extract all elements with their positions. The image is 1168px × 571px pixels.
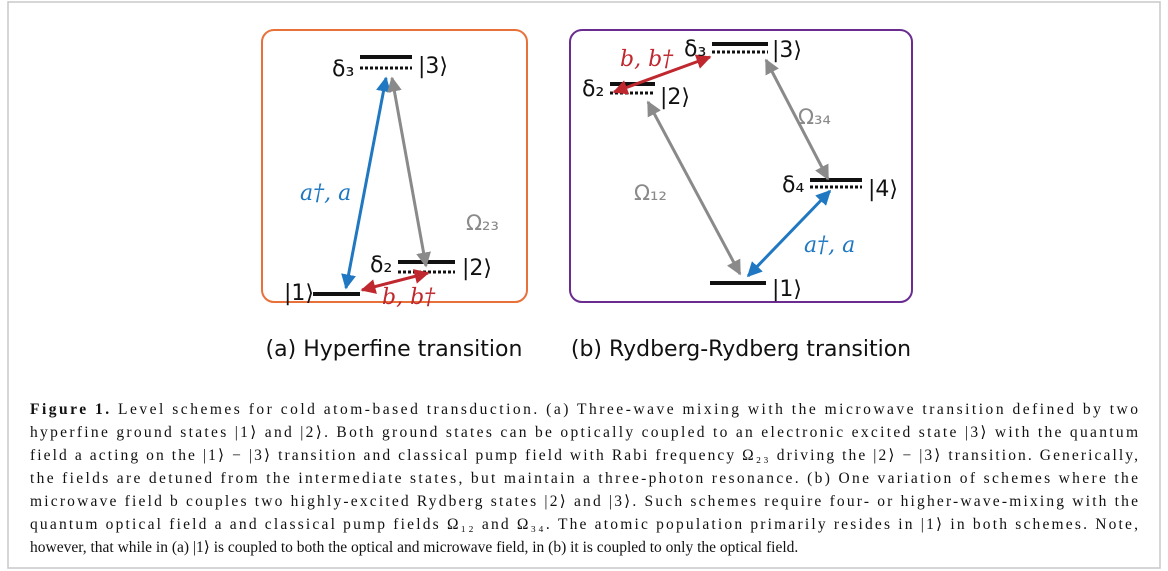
level-label: |3⟩: [772, 38, 802, 63]
subcaption: (a) Hyperfine transition: [266, 337, 523, 362]
level-label: |2⟩: [660, 85, 690, 110]
caption-label: Figure 1.: [30, 401, 109, 418]
caption: Figure 1. Level schemes for cold atom-ba…: [30, 401, 1138, 556]
virtual-levels: [360, 66, 455, 274]
panel-border: [261, 29, 528, 303]
panel-a: |3⟩ |2⟩ |1⟩ δ₃ δ₂ a†, a Ω₂₃ b, b†: [261, 29, 528, 310]
coupling-label: b, b†: [620, 47, 674, 72]
coupling-label: Ω₁₂: [634, 181, 667, 205]
caption-line: the fields are detuned from the intermed…: [30, 470, 1138, 487]
caption-line: microwave field b couples two highly-exc…: [30, 493, 1138, 510]
caption-text: microwave field b couples two highly-exc…: [30, 493, 1138, 510]
caption-line: field a acting on the |1⟩ − |3⟩ transiti…: [30, 447, 1138, 464]
detuning-label: δ₃: [332, 57, 354, 82]
caption-text: hyperfine ground states |1⟩ and |2⟩. Bot…: [30, 424, 1138, 441]
caption-text: quantum optical field a and classical pu…: [30, 516, 1138, 533]
arrow: [341, 76, 391, 290]
level-label: |1⟩: [772, 277, 802, 302]
panel-border: [569, 29, 913, 303]
detuning-label: δ₂: [370, 253, 392, 278]
arrow: [612, 54, 712, 95]
caption-line: Figure 1. Level schemes for cold atom-ba…: [30, 401, 1138, 418]
coupling-label: Ω₃₄: [798, 105, 831, 129]
detuning-label: δ₂: [582, 77, 604, 102]
coupling-label: b, b†: [382, 285, 436, 310]
level-label: |1⟩: [284, 281, 314, 306]
panel-b: |3⟩ |2⟩ |4⟩ |1⟩ δ₃ δ₂ δ₄ b, b† Ω₁₂ Ω₃₄ a…: [569, 29, 913, 303]
frame: [7, 1, 1161, 569]
detuning-label: δ₄: [782, 173, 804, 198]
level-label: |4⟩: [868, 177, 898, 202]
caption-text: Level schemes for cold atom-based transd…: [112, 401, 1139, 418]
level-label: |3⟩: [418, 54, 448, 79]
subcaption: (b) Rydberg-Rydberg transition: [571, 337, 911, 362]
arrow: [764, 58, 830, 181]
caption-line: however, that while in (a) |1⟩ is couple…: [30, 539, 798, 556]
arrow: [746, 189, 832, 278]
arrow: [646, 100, 742, 276]
caption-text: however, that while in (a) |1⟩ is couple…: [30, 539, 798, 556]
caption-text: field a acting on the |1⟩ − |3⟩ transiti…: [30, 447, 1138, 464]
caption-line: quantum optical field a and classical pu…: [30, 516, 1138, 533]
level-label: |2⟩: [462, 256, 492, 281]
coupling-label: Ω₂₃: [466, 211, 499, 235]
detuning-label: δ₃: [684, 37, 706, 62]
caption-line: hyperfine ground states |1⟩ and |2⟩. Bot…: [30, 424, 1138, 441]
caption-text: the fields are detuned from the intermed…: [30, 470, 1138, 487]
coupling-label: a†, a: [804, 233, 855, 258]
arrow: [387, 76, 431, 268]
arrow: [360, 269, 430, 294]
coupling-label: a†, a: [300, 181, 351, 206]
